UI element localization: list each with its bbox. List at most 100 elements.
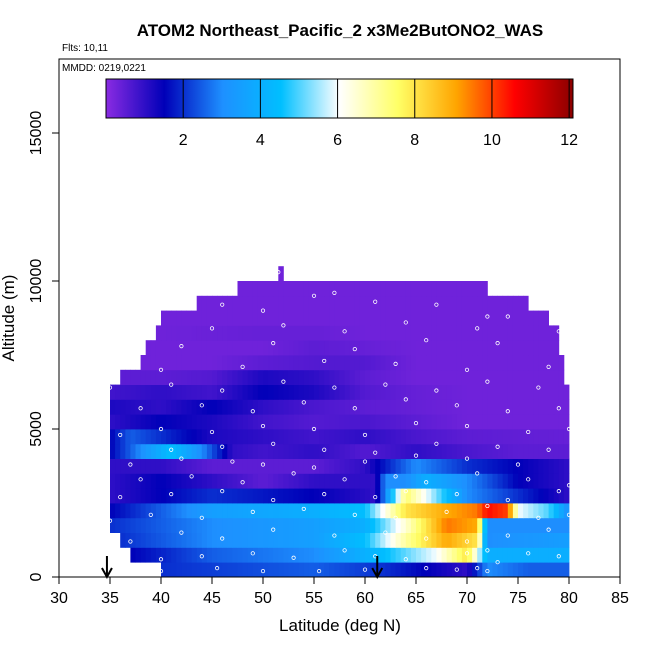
heatmap-cell: [405, 325, 412, 341]
heatmap-cell: [191, 399, 198, 415]
heatmap-cell: [308, 473, 315, 489]
heatmap-cell: [263, 443, 269, 459]
heatmap-cell: [370, 399, 376, 415]
sample-point: [403, 320, 408, 325]
heatmap-cell: [176, 399, 182, 415]
heatmap-cell: [370, 473, 376, 489]
heatmap-cell: [354, 562, 361, 577]
heatmap-cell: [492, 429, 498, 445]
heatmap-cell: [293, 503, 300, 519]
heatmap-cell: [206, 295, 213, 311]
heatmap-cell: [252, 429, 259, 445]
heatmap-cell: [278, 355, 284, 371]
sample-point: [199, 515, 204, 520]
heatmap-cell: [130, 369, 136, 385]
heatmap-cell: [385, 384, 391, 400]
heatmap-cell: [405, 355, 412, 371]
heatmap-cell: [472, 532, 478, 548]
heatmap-cell: [288, 458, 294, 474]
heatmap-cell: [263, 281, 269, 297]
heatmap-cell: [201, 488, 208, 504]
heatmap-cell: [288, 369, 294, 385]
heatmap-cell: [217, 443, 223, 459]
heatmap-cell: [237, 414, 243, 430]
heatmap-cell: [145, 399, 152, 415]
heatmap-cell: [446, 532, 453, 548]
heatmap-cell: [161, 384, 167, 400]
heatmap-cell: [247, 281, 254, 297]
heatmap-cell: [257, 503, 264, 519]
sample-point: [230, 459, 235, 464]
heatmap-cell: [115, 384, 121, 400]
heatmap-cell: [553, 562, 560, 577]
heatmap-cell: [456, 295, 463, 311]
heatmap-cell: [232, 562, 238, 577]
heatmap-cell: [380, 517, 386, 533]
heatmap-cell: [196, 310, 203, 326]
heatmap-cell: [329, 473, 335, 489]
heatmap-cell: [227, 399, 233, 415]
heatmap-cell: [186, 532, 192, 548]
heatmap-cell: [298, 340, 305, 356]
heatmap-cell: [456, 355, 463, 371]
heatmap-cell: [308, 325, 315, 341]
heatmap-cell: [283, 414, 289, 430]
heatmap-cell: [461, 443, 468, 459]
heatmap-cell: [395, 562, 402, 577]
heatmap-cell: [161, 414, 167, 430]
heatmap-cell: [252, 295, 259, 311]
heatmap-cell: [278, 325, 284, 341]
heatmap-cell: [135, 488, 141, 504]
heatmap-cell: [487, 399, 493, 415]
heatmap-cell: [359, 503, 366, 519]
heatmap-cell: [395, 503, 402, 519]
heatmap-cell: [385, 429, 391, 445]
heatmap-cell: [416, 458, 422, 474]
heatmap-cell: [181, 310, 187, 326]
heatmap-cell: [400, 281, 407, 297]
heatmap-cell: [421, 355, 427, 371]
heatmap-cell: [446, 355, 453, 371]
heatmap-cell: [196, 473, 203, 489]
heatmap-cell: [293, 532, 300, 548]
heatmap-cell: [130, 443, 136, 459]
heatmap-cell: [155, 458, 162, 474]
heatmap-cell: [191, 503, 198, 519]
heatmap-cell: [487, 295, 493, 311]
heatmap-cell: [115, 414, 121, 430]
heatmap-cell: [166, 399, 172, 415]
heatmap-cell: [538, 355, 544, 371]
heatmap-cell: [242, 325, 249, 341]
heatmap-cell: [155, 399, 162, 415]
heatmap-cell: [176, 443, 182, 459]
heatmap-cell: [431, 547, 437, 563]
heatmap-cell: [563, 399, 570, 415]
heatmap-cell: [308, 369, 315, 385]
heatmap-cell: [523, 295, 529, 311]
heatmap-cell: [375, 458, 381, 474]
heatmap-cell: [293, 562, 300, 577]
heatmap-cell: [308, 562, 315, 577]
heatmap-cell: [390, 517, 396, 533]
heatmap-cell: [247, 429, 254, 445]
heatmap-cell: [553, 458, 560, 474]
heatmap-cell: [293, 384, 300, 400]
heatmap-cell: [354, 429, 361, 445]
heatmap-cell: [426, 473, 432, 489]
sample-point: [220, 536, 225, 541]
heatmap-cell: [298, 414, 305, 430]
chart-title: ATOM2 Northeast_Pacific_2 x3Me2ButONO2_W…: [137, 21, 544, 40]
heatmap-cell: [217, 488, 223, 504]
heatmap-cell: [166, 517, 172, 533]
sample-point: [179, 456, 184, 461]
heatmap-cell: [283, 458, 289, 474]
sample-point: [546, 364, 551, 369]
heatmap-cell: [502, 488, 509, 504]
sample-point: [403, 489, 408, 494]
heatmap-cell: [482, 355, 488, 371]
heatmap-cell: [446, 458, 453, 474]
heatmap-cell: [543, 399, 549, 415]
heatmap-cell: [140, 458, 147, 474]
heatmap-cell: [298, 458, 305, 474]
heatmap-cell: [212, 473, 218, 489]
